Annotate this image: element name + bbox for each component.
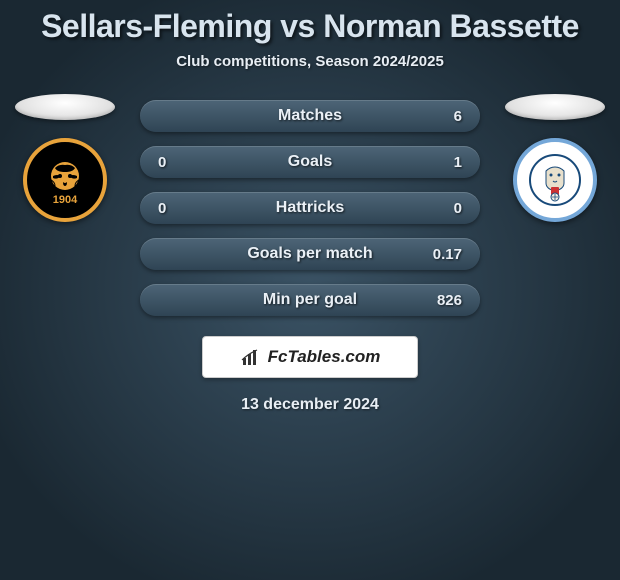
stat-right-value: 0.17 xyxy=(432,246,462,263)
page-title: Sellars-Fleming vs Norman Bassette xyxy=(41,8,579,45)
stat-row: Matches 6 xyxy=(140,100,480,132)
right-player-column xyxy=(500,94,610,222)
stat-row: 0 Hattricks 0 xyxy=(140,192,480,224)
club-crest-right xyxy=(513,138,597,222)
date-text: 13 december 2024 xyxy=(241,396,379,414)
stat-label: Min per goal xyxy=(263,291,357,309)
crest-year-left: 1904 xyxy=(53,194,77,206)
player-photo-placeholder-left xyxy=(15,94,115,120)
player-photo-placeholder-right xyxy=(505,94,605,120)
brand-logo-box: FcTables.com xyxy=(202,336,418,378)
stat-row: Goals per match 0.17 xyxy=(140,238,480,270)
stat-label: Matches xyxy=(278,107,342,125)
elephant-crest-icon xyxy=(528,153,582,207)
brand-text: FcTables.com xyxy=(268,347,381,367)
subtitle: Club competitions, Season 2024/2025 xyxy=(176,53,444,70)
stat-label: Goals per match xyxy=(247,245,372,263)
stat-left-value: 0 xyxy=(158,154,188,171)
stat-label: Hattricks xyxy=(276,199,344,217)
left-player-column: 1904 xyxy=(10,94,120,222)
comparison-area: 1904 Matches 6 0 Goals 1 0 Hattricks 0 G… xyxy=(0,94,620,316)
stat-label: Goals xyxy=(288,153,332,171)
club-crest-left: 1904 xyxy=(23,138,107,222)
stats-list: Matches 6 0 Goals 1 0 Hattricks 0 Goals … xyxy=(140,100,480,316)
bar-chart-icon xyxy=(240,346,262,368)
stat-row: 0 Goals 1 xyxy=(140,146,480,178)
stat-right-value: 1 xyxy=(432,154,462,171)
stat-right-value: 826 xyxy=(432,292,462,309)
stat-right-value: 6 xyxy=(432,108,462,125)
stat-right-value: 0 xyxy=(432,200,462,217)
stat-left-value: 0 xyxy=(158,200,188,217)
stat-row: Min per goal 826 xyxy=(140,284,480,316)
